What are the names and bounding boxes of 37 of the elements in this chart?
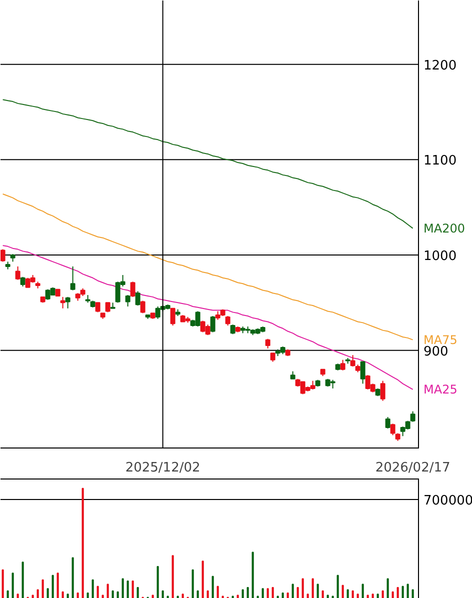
line-series — [2, 194, 414, 340]
candlestick — [95, 302, 100, 313]
candlestick — [390, 423, 396, 436]
y-tick-label: 700000 — [424, 493, 472, 508]
candlestick — [170, 308, 176, 326]
candlestick — [70, 266, 76, 291]
series-label: MA25 — [424, 382, 458, 396]
candlestick — [265, 338, 270, 349]
candlestick — [340, 359, 346, 371]
candlestick — [230, 324, 236, 335]
candlestick — [20, 276, 26, 287]
line-series — [2, 99, 414, 229]
candlestick — [210, 316, 216, 333]
candlestick — [350, 354, 356, 368]
candlestick — [65, 296, 70, 309]
candlestick — [410, 410, 416, 422]
y-tick-label: 1000 — [424, 249, 457, 264]
y-tick-label: 1100 — [424, 154, 457, 169]
candlestick — [60, 296, 66, 309]
candlestick — [225, 316, 230, 326]
y-tick-label: 1200 — [424, 58, 457, 74]
candlestick — [105, 302, 110, 313]
line-series — [2, 244, 414, 390]
x-tick-label: 2025/12/02 — [125, 460, 200, 476]
candlestick — [140, 300, 146, 314]
candlestick — [385, 416, 390, 429]
candlestick — [125, 294, 130, 307]
candlestick — [130, 281, 136, 298]
x-tick-label: 2026/02/17 — [375, 460, 450, 476]
y-tick-label: 900 — [424, 344, 448, 360]
candlestick — [135, 290, 140, 306]
candlestick — [0, 248, 6, 262]
series-label: MA75 — [424, 332, 458, 347]
candlestick — [380, 380, 386, 402]
candlestick — [360, 361, 366, 384]
candlestick — [15, 266, 20, 280]
series-label: MA200 — [424, 221, 465, 236]
